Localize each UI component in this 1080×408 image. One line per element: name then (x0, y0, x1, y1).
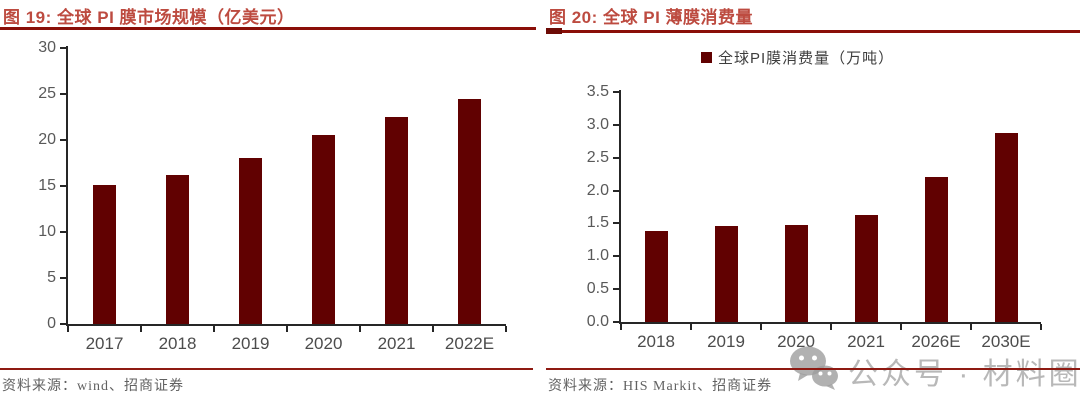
figure-20-bar-chart: 0.0 0.5 1.0 1.5 2.0 2.5 3.0 3.5 2018 2019 2020 2021… (546, 0, 1080, 408)
x-axis-tick (690, 324, 692, 330)
figure-20-title-underline-tab (546, 28, 562, 34)
figure-20-title-underline (546, 30, 1080, 33)
x-tick-label: 2020 (304, 334, 343, 353)
x-axis-line (619, 322, 1041, 324)
y-tick-label: 0.5 (586, 280, 609, 298)
x-axis-tick (760, 324, 762, 330)
y-tick-label: 0 (47, 315, 56, 332)
y-axis-line (66, 46, 68, 326)
x-axis-tick (1040, 324, 1042, 330)
x-tick-label: 2026E (911, 332, 961, 351)
x-axis-tick (140, 326, 142, 332)
x-axis-tick (900, 324, 902, 330)
y-tick-label: 30 (38, 39, 56, 56)
figure-19-source-divider (0, 368, 533, 370)
y-axis-tick (613, 321, 619, 323)
figure-19-source: 资料来源：wind、招商证券 (2, 379, 184, 394)
y-tick-label: 3.0 (586, 115, 609, 133)
x-tick-label: 2017 (85, 334, 124, 353)
bar-2026E (925, 177, 948, 322)
figure-20-source-divider (546, 368, 1080, 370)
x-axis-tick (432, 326, 434, 332)
figure-19-title-underline (0, 27, 536, 30)
x-tick-label: 2018 (637, 332, 675, 351)
x-tick-label: 2030E (981, 332, 1031, 351)
y-tick-label: 2.0 (586, 181, 609, 199)
x-axis-tick (359, 326, 361, 332)
bar-2021 (385, 117, 408, 324)
x-axis-tick (213, 326, 215, 332)
x-tick-label: 2019 (231, 334, 270, 353)
x-tick-label: 2021 (847, 332, 885, 351)
bar-2030E (995, 133, 1018, 322)
y-axis-tick (60, 185, 66, 187)
x-tick-label: 2020 (777, 332, 815, 351)
figure-20-panel: 图 20: 全球 PI 薄膜消费量 全球PI膜消费量（万吨） 0.0 0.5 1.0… (546, 0, 1080, 408)
y-axis-tick (60, 93, 66, 95)
bar-2019 (239, 158, 262, 324)
y-axis-tick (613, 123, 619, 126)
bar-2020 (312, 135, 335, 324)
bar-2018 (645, 231, 668, 322)
y-tick-label: 15 (38, 177, 56, 194)
figure-19-panel: 图 19: 全球 PI 膜市场规模（亿美元） 0 5 10 15 20 25 30 2017 2… (0, 8, 536, 394)
x-axis-line (66, 324, 506, 326)
y-tick-label: 10 (38, 223, 56, 240)
figure-20-source: 资料来源：HIS Markit、招商证券 (548, 379, 773, 394)
x-tick-label: 2021 (377, 334, 416, 353)
y-axis-tick (613, 91, 619, 93)
bar-2021 (855, 215, 878, 322)
y-tick-label: 3.5 (586, 83, 609, 100)
bar-2018 (166, 175, 189, 324)
figure-19-title: 图 19: 全球 PI 膜市场规模（亿美元） (3, 8, 295, 27)
figure-19-bar-chart: 0 5 10 15 20 25 30 2017 2018 2019 2020 2021 2022E (38, 39, 507, 353)
y-axis-tick (60, 277, 66, 279)
x-axis-tick (67, 326, 69, 332)
figure-20-legend: 全球PI膜消费量（万吨） (701, 47, 894, 68)
x-axis-tick (830, 324, 832, 330)
y-axis-tick (60, 47, 66, 49)
x-axis-tick (620, 324, 622, 330)
y-tick-label: 5 (47, 269, 56, 286)
y-tick-label: 0.0 (586, 313, 609, 330)
y-axis-tick (613, 189, 619, 192)
y-tick-label: 20 (38, 131, 56, 148)
x-axis-tick (286, 326, 288, 332)
y-axis-tick (613, 255, 619, 258)
y-axis-tick (60, 323, 66, 325)
y-axis-tick (613, 288, 619, 291)
bar-2020 (785, 225, 808, 322)
y-tick-label: 2.5 (586, 148, 609, 166)
y-axis-tick (613, 222, 619, 225)
legend-swatch (701, 52, 712, 63)
y-axis-tick (613, 156, 619, 159)
legend-label: 全球PI膜消费量（万吨） (718, 50, 895, 67)
bar-2019 (715, 226, 738, 322)
x-tick-label: 2018 (158, 334, 197, 353)
x-tick-label: 2022E (444, 334, 495, 353)
y-axis-line (619, 90, 621, 324)
x-axis-tick (970, 324, 972, 330)
figure-20-title: 图 20: 全球 PI 薄膜消费量 (549, 8, 754, 27)
bar-2017 (93, 185, 116, 324)
x-axis-tick (505, 326, 507, 332)
x-tick-label: 2019 (707, 332, 745, 351)
y-axis-tick (60, 231, 66, 233)
y-tick-label: 1.0 (586, 247, 609, 265)
y-axis-tick (60, 139, 66, 141)
y-tick-label: 25 (38, 85, 56, 102)
y-tick-label: 1.5 (586, 214, 609, 232)
bar-2022E (458, 99, 481, 324)
